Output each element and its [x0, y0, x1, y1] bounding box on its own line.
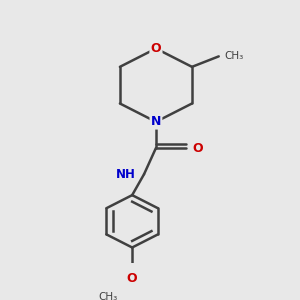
Text: O: O	[192, 142, 203, 154]
Text: NH: NH	[116, 168, 136, 181]
Text: O: O	[127, 272, 137, 285]
Text: O: O	[151, 42, 161, 55]
Text: N: N	[151, 115, 161, 128]
Text: CH₃: CH₃	[99, 292, 118, 300]
Text: CH₃: CH₃	[225, 51, 244, 62]
